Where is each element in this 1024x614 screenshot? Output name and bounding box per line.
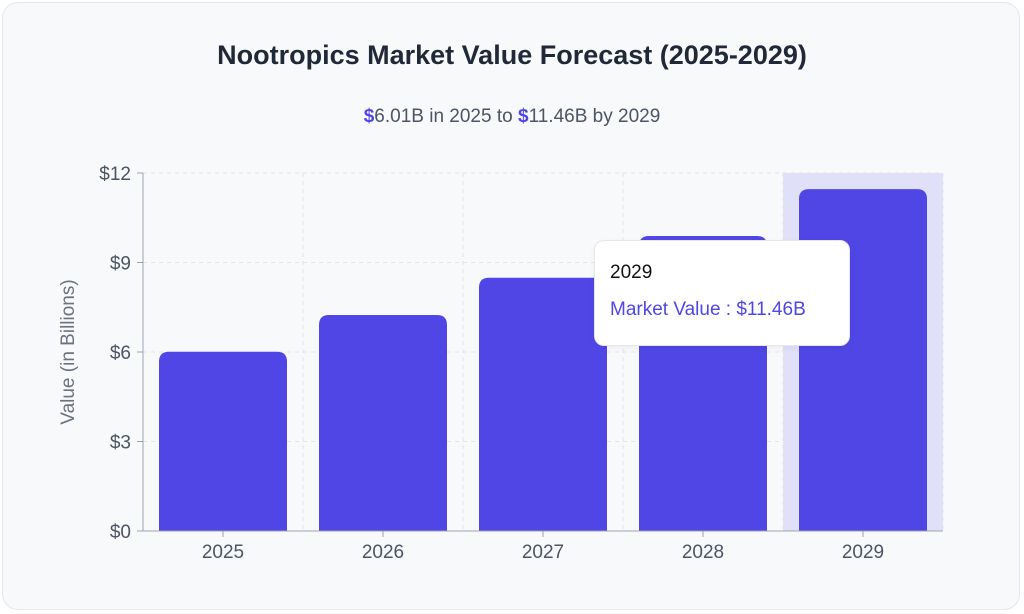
y-tick-label: $6 (110, 343, 131, 364)
bar-2027 (479, 277, 607, 531)
y-tick-label: $0 (110, 522, 131, 543)
y-axis-label: Value (in Billions) (58, 279, 79, 424)
x-tick-label: 2026 (362, 542, 404, 563)
tooltip-value: Market Value : $11.46B (610, 299, 806, 320)
bar-2025 (159, 351, 287, 531)
y-tick-label: $12 (99, 164, 131, 185)
x-tick-label: 2025 (202, 542, 244, 563)
y-tick-label: $9 (110, 254, 131, 275)
bar-2026 (319, 315, 447, 531)
currency-symbol: $ (517, 106, 529, 127)
chart-subtitle: $6.01B in 2025 to $11.46B by 2029 (0, 106, 1024, 128)
tooltip-label: 2029 (610, 262, 653, 283)
x-tick-label: 2028 (682, 542, 724, 563)
chart-title: Nootropics Market Value Forecast (2025-2… (217, 40, 807, 70)
y-tick-label: $3 (110, 433, 131, 454)
x-tick-label: 2027 (522, 542, 564, 563)
end-value: 11.46B (528, 106, 588, 127)
currency-symbol: $ (363, 106, 375, 127)
tooltip: 2029 Market Value : $11.46B (594, 240, 850, 346)
subtitle-text: in 2025 to (423, 106, 518, 127)
subtitle-text: by 2029 (587, 106, 661, 127)
start-value: 6.01B (374, 106, 424, 127)
x-tick-label: 2029 (842, 542, 884, 563)
